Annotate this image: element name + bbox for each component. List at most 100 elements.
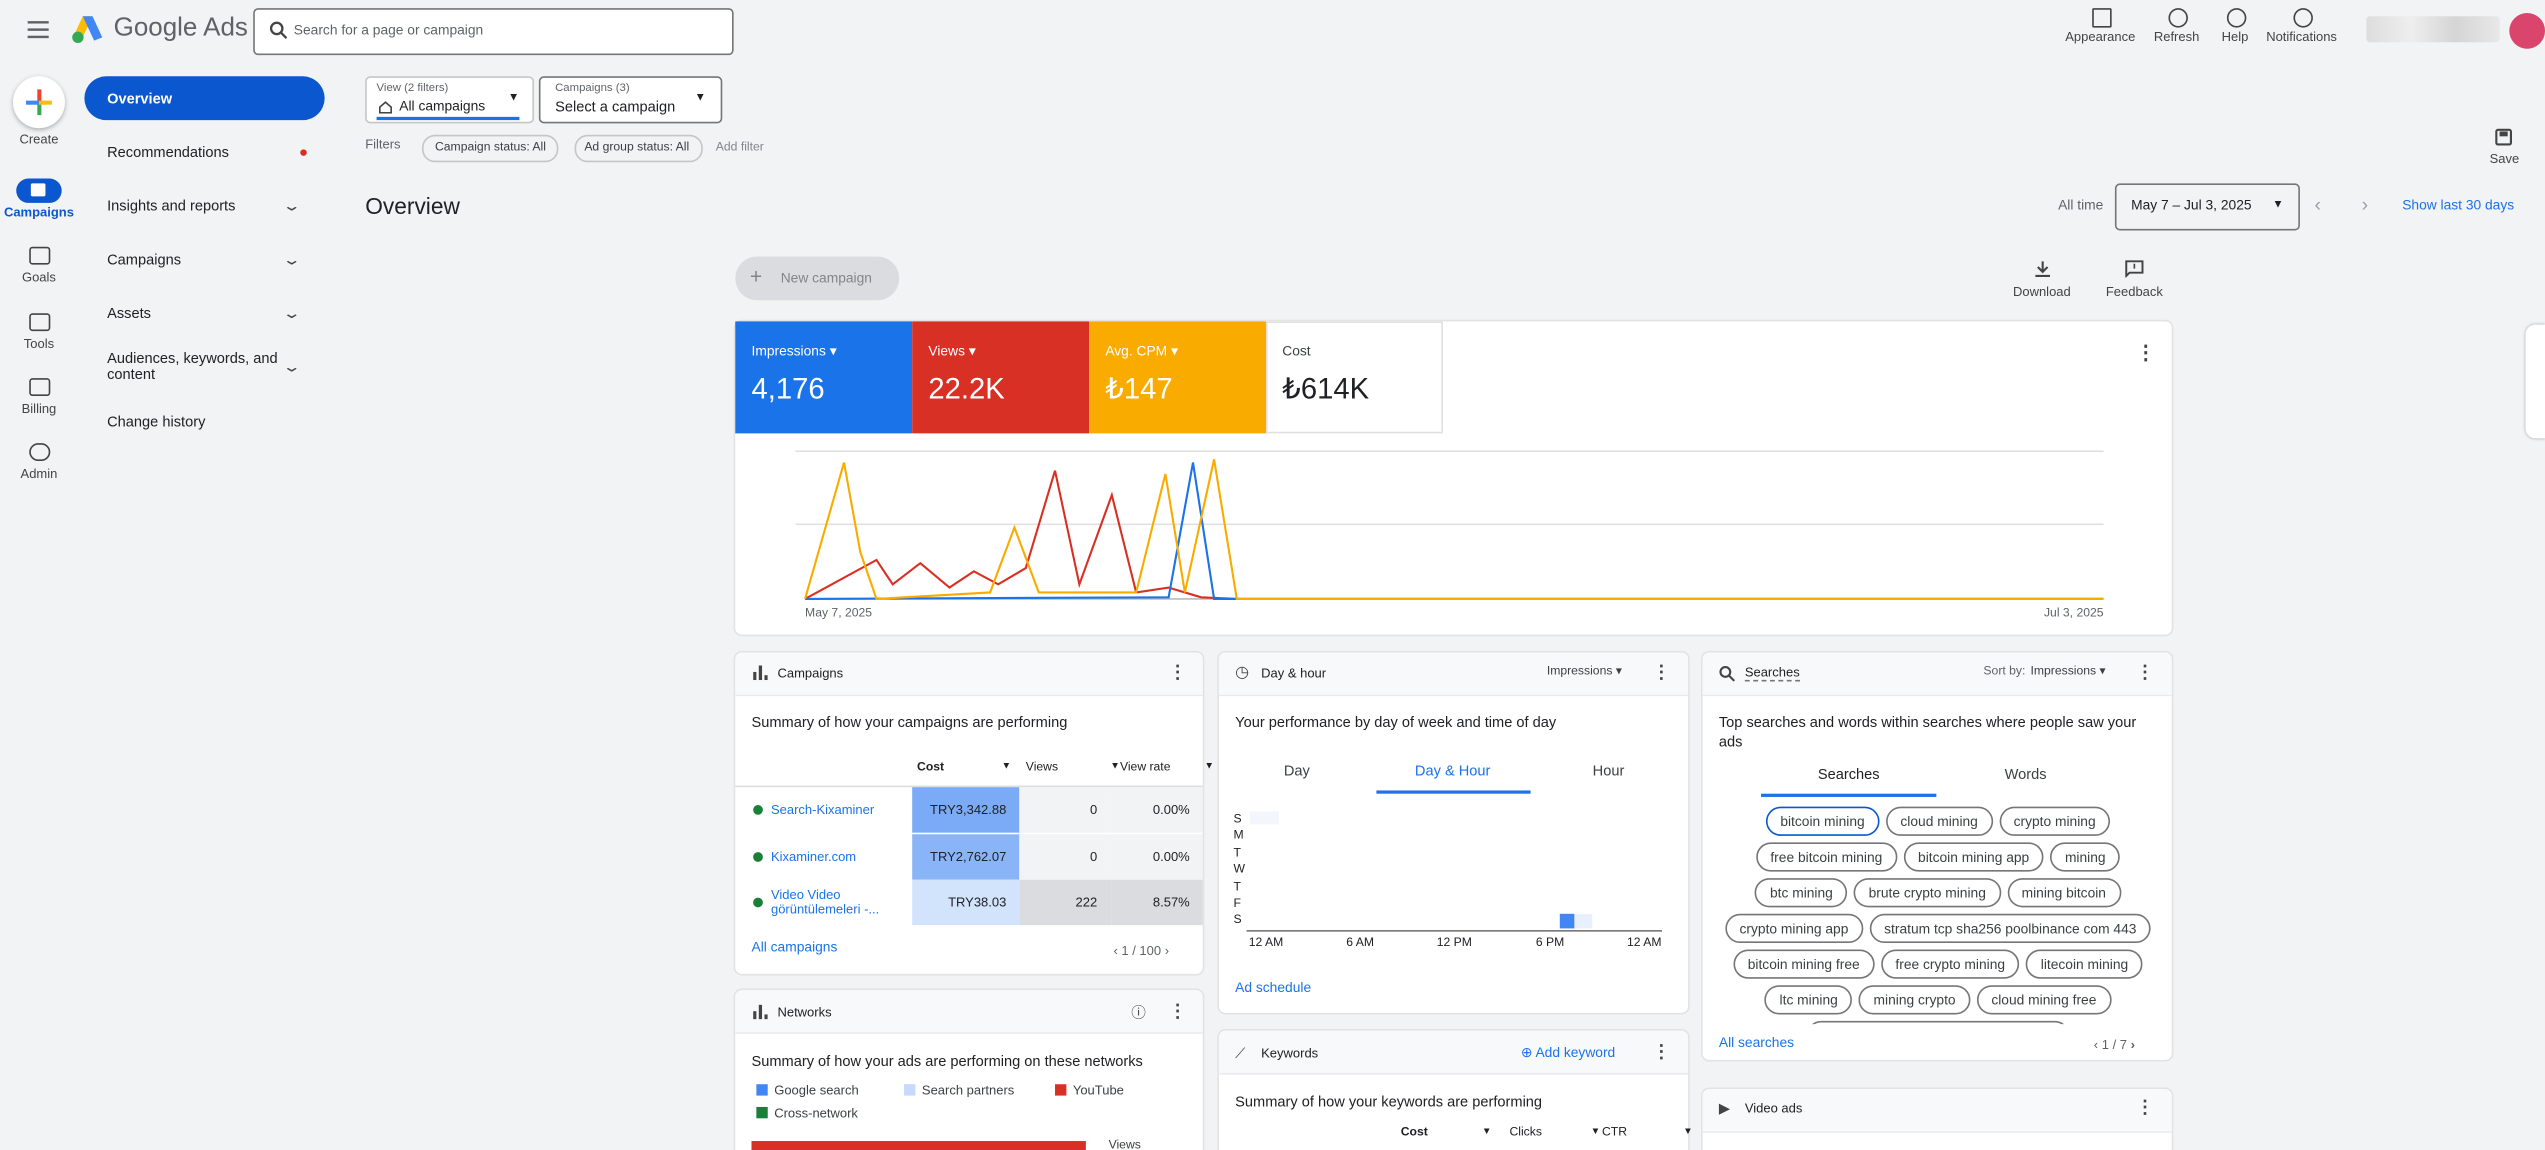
rail-label[interactable]: Tools — [23, 336, 55, 352]
more-menu[interactable]: ⋮ — [2135, 663, 2154, 683]
search-chip[interactable]: cloud mining free — [1976, 985, 2111, 1015]
sort-label: Sort by: — [1983, 663, 2026, 678]
hour-label: 12 PM — [1436, 934, 1472, 950]
tab[interactable]: Day — [1283, 762, 1310, 779]
day-label: M — [1233, 827, 1244, 843]
add-filter[interactable]: Add filter — [715, 139, 764, 154]
sort-select[interactable]: Impressions ▾ — [2030, 663, 2106, 678]
search-chip[interactable]: mining — [2050, 842, 2121, 872]
search-chip[interactable]: brute crypto mining — [1853, 878, 2001, 908]
card-title: Video ads — [1744, 1101, 1803, 1116]
column-header: View rate — [1119, 759, 1171, 774]
search-chip[interactable]: free crypto mining — [1880, 949, 2020, 979]
rail-label[interactable]: Billing — [21, 401, 57, 417]
search-chip[interactable]: bitcoin mining app — [1903, 842, 2044, 872]
search-icon — [1719, 666, 1736, 682]
search-chip[interactable]: litecoin mining — [2026, 949, 2143, 979]
search-chip[interactable]: bitcoin mining — [1765, 806, 1880, 836]
nav-item[interactable]: Assets — [107, 304, 151, 322]
search-chip[interactable]: cloud mining — [1885, 806, 1993, 836]
rail-icon[interactable] — [29, 246, 51, 265]
metric-tile[interactable] — [1089, 321, 1267, 434]
last-30-days[interactable]: Show last 30 days — [2402, 196, 2515, 213]
rail-label[interactable]: Campaigns — [3, 205, 74, 220]
search-box[interactable] — [253, 8, 734, 56]
metric-value: ₺147 — [1105, 372, 1173, 406]
account-blurred[interactable] — [2366, 16, 2500, 43]
search-chip[interactable]: mining bitcoin — [2007, 878, 2121, 908]
more-menu[interactable]: ⋮ — [2135, 1098, 2154, 1118]
search-chip[interactable]: btc mining — [1755, 878, 1848, 908]
rail-icon[interactable] — [29, 378, 51, 397]
new-campaign-button[interactable] — [735, 256, 900, 301]
nav-item[interactable]: Recommendations — [107, 144, 229, 161]
tab[interactable]: Words — [2004, 765, 2047, 783]
search-chip[interactable]: ltc mining — [1764, 985, 1853, 1015]
rail-label[interactable]: Create — [19, 132, 59, 147]
metric-tile[interactable] — [1266, 321, 1443, 434]
filter-chip[interactable] — [574, 134, 703, 163]
day-label: W — [1233, 861, 1246, 877]
tab[interactable]: Searches — [1817, 765, 1880, 783]
more-menu[interactable]: ⋮ — [2135, 341, 2156, 364]
avatar[interactable] — [2509, 12, 2545, 49]
date-picker[interactable] — [2114, 183, 2300, 231]
rail-label[interactable]: Goals — [21, 270, 56, 285]
campaign-name[interactable]: Kixaminer.com — [770, 848, 857, 864]
rail-label[interactable]: Admin — [20, 466, 58, 482]
nav-active[interactable] — [84, 76, 325, 121]
search-icon — [269, 21, 288, 39]
side-panel-tab[interactable] — [2525, 324, 2545, 439]
search-chip[interactable]: bitcoin mining free — [1733, 949, 1875, 979]
feedback-icon[interactable] — [2125, 260, 2144, 278]
campaign-name[interactable]: Search-Kixaminer — [770, 802, 875, 818]
action-icon[interactable] — [2293, 8, 2313, 28]
action-icon[interactable] — [2226, 8, 2247, 28]
download-icon[interactable] — [2034, 260, 2052, 278]
rail-icon[interactable] — [29, 443, 51, 461]
tab[interactable]: Day & Hour — [1414, 762, 1491, 779]
prev-period[interactable]: ‹ — [2314, 193, 2322, 217]
video-icon: ▶ — [1718, 1100, 1731, 1117]
all-campaigns-link[interactable]: All campaigns — [751, 938, 838, 955]
nav-item[interactable]: Campaigns — [107, 251, 182, 268]
search-chip[interactable]: mining crypto — [1858, 985, 1971, 1015]
more-menu[interactable]: ⋮ — [1168, 1002, 1187, 1023]
nav-item[interactable]: Audiences, keywords, and content — [107, 350, 278, 384]
filters-label: Filters — [365, 136, 401, 152]
nav-item[interactable]: Insights and reports — [107, 197, 236, 214]
more-menu[interactable]: ⋮ — [1652, 663, 1671, 683]
search-chip[interactable]: stratum tcp sha256 poolbinance com 443 — [1869, 913, 2152, 944]
network-bar — [751, 1141, 1086, 1150]
filter-chip[interactable] — [422, 134, 559, 163]
more-menu[interactable]: ⋮ — [1652, 1043, 1671, 1063]
ad-schedule-link[interactable]: Ad schedule — [1235, 978, 1312, 996]
legend-label: YouTube — [1072, 1083, 1124, 1098]
action-icon[interactable] — [2092, 8, 2112, 28]
search-chip[interactable]: crypto mining app — [1724, 913, 1864, 944]
nav-item[interactable]: Overview — [107, 90, 173, 107]
sort-arrow: ▼ — [1683, 1127, 1693, 1138]
metric-tile[interactable] — [735, 321, 913, 434]
search-chip[interactable]: stratum tcp btc poolbinance com 1800 — [1806, 1020, 2070, 1025]
view-filter[interactable] — [365, 76, 534, 124]
more-menu[interactable]: ⋮ — [1168, 663, 1187, 683]
campaign-name[interactable]: Video Video görüntülemeleri -... — [770, 887, 880, 918]
date-range: May 7 – Jul 3, 2025 — [2131, 196, 2252, 213]
help-icon[interactable]: ⓘ — [1131, 1004, 1146, 1021]
rail-icon[interactable] — [29, 313, 51, 332]
next-period[interactable]: › — [2361, 193, 2369, 217]
save-icon[interactable] — [2495, 128, 2513, 146]
action-icon[interactable] — [2168, 8, 2188, 28]
search-chip[interactable]: crypto mining — [1998, 806, 2111, 836]
nav-item[interactable]: Change history — [107, 413, 206, 430]
add-keyword[interactable]: ⊕ Add keyword — [1520, 1043, 1616, 1061]
metric-select[interactable]: Impressions ▾ — [1546, 663, 1622, 678]
metric-tile[interactable] — [912, 321, 1090, 434]
searches-card — [1702, 652, 2172, 1060]
all-searches-link[interactable]: All searches — [1718, 1034, 1795, 1051]
menu-icon[interactable] — [27, 19, 51, 39]
campaign-filter[interactable] — [538, 76, 723, 124]
tab[interactable]: Hour — [1592, 762, 1625, 779]
search-chip[interactable]: free bitcoin mining — [1755, 842, 1897, 872]
